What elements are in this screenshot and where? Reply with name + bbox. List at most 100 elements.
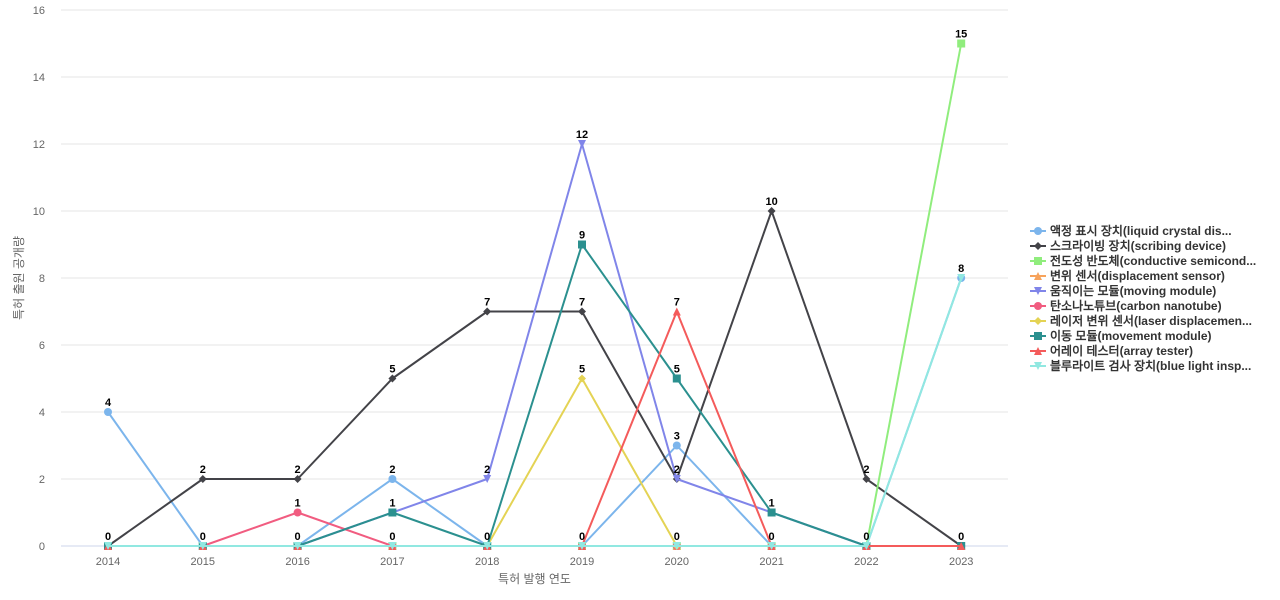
data-point [672, 542, 681, 550]
legend-label: 블루라이트 검사 장치(blue light insp... [1050, 358, 1251, 373]
data-point [957, 542, 966, 550]
x-tick-label: 2023 [949, 556, 973, 568]
data-point [578, 240, 586, 249]
data-label: 2 [200, 464, 206, 476]
data-label: 0 [295, 531, 301, 543]
legend-marker [1034, 302, 1042, 310]
legend-marker [1034, 332, 1042, 340]
data-label: 2 [863, 464, 869, 476]
legend-label: 탄소나노튜브(carbon nanotube) [1050, 298, 1222, 313]
legend-marker [1034, 272, 1042, 280]
y-tick-label: 16 [33, 5, 45, 17]
data-point [672, 374, 681, 383]
x-tick-label: 2015 [191, 556, 215, 568]
legend-item[interactable]: 변위 센서(displacement sensor) [1030, 268, 1225, 283]
data-point [198, 475, 207, 483]
data-point [388, 475, 397, 483]
data-label: 0 [105, 531, 111, 543]
y-tick-label: 12 [33, 139, 45, 151]
data-point [578, 307, 586, 316]
data-point [862, 542, 871, 550]
data-label: 2 [389, 464, 395, 476]
data-label: 5 [389, 364, 395, 376]
legend-item[interactable]: 블루라이트 검사 장치(blue light insp... [1030, 358, 1251, 373]
data-label: 2 [295, 464, 301, 476]
x-tick-label: 2018 [475, 556, 499, 568]
data-label: 0 [958, 531, 964, 543]
data-label: 1 [389, 498, 395, 510]
legend-item[interactable]: 어레이 테스터(array tester) [1030, 343, 1193, 358]
series-path [108, 310, 962, 547]
data-point [578, 374, 586, 383]
data-label: 7 [674, 297, 680, 309]
legend-item[interactable]: 전도성 반도체(conductive semicond... [1030, 253, 1256, 268]
legend-marker [1034, 362, 1042, 370]
data-label: 3 [674, 431, 680, 443]
legend[interactable]: 액정 표시 장치(liquid crystal dis...스크라이빙 장치(s… [1030, 223, 1256, 373]
data-point [672, 307, 681, 316]
legend-label: 전도성 반도체(conductive semicond... [1050, 253, 1256, 268]
y-tick-label: 0 [39, 541, 45, 553]
legend-label: 스크라이빙 장치(scribing device) [1050, 238, 1226, 253]
legend-item[interactable]: 이동 모듈(movement module) [1030, 328, 1212, 343]
data-point [578, 542, 586, 550]
x-tick-label: 2020 [665, 556, 689, 568]
series-path [108, 277, 963, 547]
legend-label: 레이저 변위 센서(laser displacemen... [1050, 313, 1252, 328]
data-point [767, 508, 776, 517]
legend-item[interactable]: 스크라이빙 장치(scribing device) [1030, 238, 1226, 253]
legend-marker [1034, 287, 1042, 295]
x-axis-ticks: 2014 2015 2016 2017 2018 2019 2020 2021 2022 2023 [96, 556, 974, 568]
x-tick-label: 2021 [759, 556, 783, 568]
legend-label: 움직이는 모듈(moving module) [1050, 283, 1216, 298]
legend-item[interactable]: 액정 표시 장치(liquid crystal dis... [1030, 223, 1232, 238]
legend-marker [1034, 317, 1042, 325]
data-point [957, 39, 966, 48]
legend-label: 액정 표시 장치(liquid crystal dis... [1050, 223, 1232, 238]
data-label: 15 [955, 29, 967, 41]
x-tick-label: 2017 [380, 556, 404, 568]
y-tick-label: 10 [33, 206, 45, 218]
data-label: 0 [579, 531, 585, 543]
y-axis-ticks: 0 2 4 6 8 10 12 14 16 [33, 5, 45, 553]
data-label: 7 [484, 297, 490, 309]
series-path [108, 377, 962, 547]
series-path [108, 43, 963, 547]
legend-item[interactable]: 움직이는 모듈(moving module) [1030, 283, 1216, 298]
data-point [388, 374, 397, 383]
data-point [578, 140, 586, 148]
x-tick-label: 2014 [96, 556, 120, 568]
data-label: 2 [674, 464, 680, 476]
data-label: 1 [769, 498, 775, 510]
x-tick-label: 2019 [570, 556, 594, 568]
series-group [104, 39, 966, 550]
data-label: 2 [484, 464, 490, 476]
y-tick-label: 6 [39, 340, 45, 352]
data-point [672, 441, 681, 450]
series-line [104, 508, 966, 550]
y-tick-label: 8 [39, 273, 45, 285]
data-label: 0 [200, 531, 206, 543]
series-line [104, 39, 966, 550]
legend-marker [1034, 347, 1042, 355]
data-point [104, 408, 112, 416]
data-point [293, 542, 302, 550]
legend-marker [1034, 242, 1042, 250]
series-path [108, 243, 962, 547]
legend-item[interactable]: 탄소나노튜브(carbon nanotube) [1030, 298, 1222, 313]
legend-item[interactable]: 레이저 변위 센서(laser displacemen... [1030, 313, 1252, 328]
series-line [104, 207, 966, 550]
data-label: 0 [863, 531, 869, 543]
data-label: 4 [105, 397, 112, 409]
data-label: 1 [295, 498, 301, 510]
y-tick-label: 4 [39, 407, 45, 419]
series-line [104, 374, 966, 550]
y-tick-label: 2 [39, 474, 45, 486]
data-point [483, 542, 492, 550]
data-label: 12 [576, 129, 588, 141]
data-label: 0 [769, 531, 775, 543]
data-label: 5 [579, 364, 585, 376]
legend-label: 어레이 테스터(array tester) [1050, 343, 1193, 358]
